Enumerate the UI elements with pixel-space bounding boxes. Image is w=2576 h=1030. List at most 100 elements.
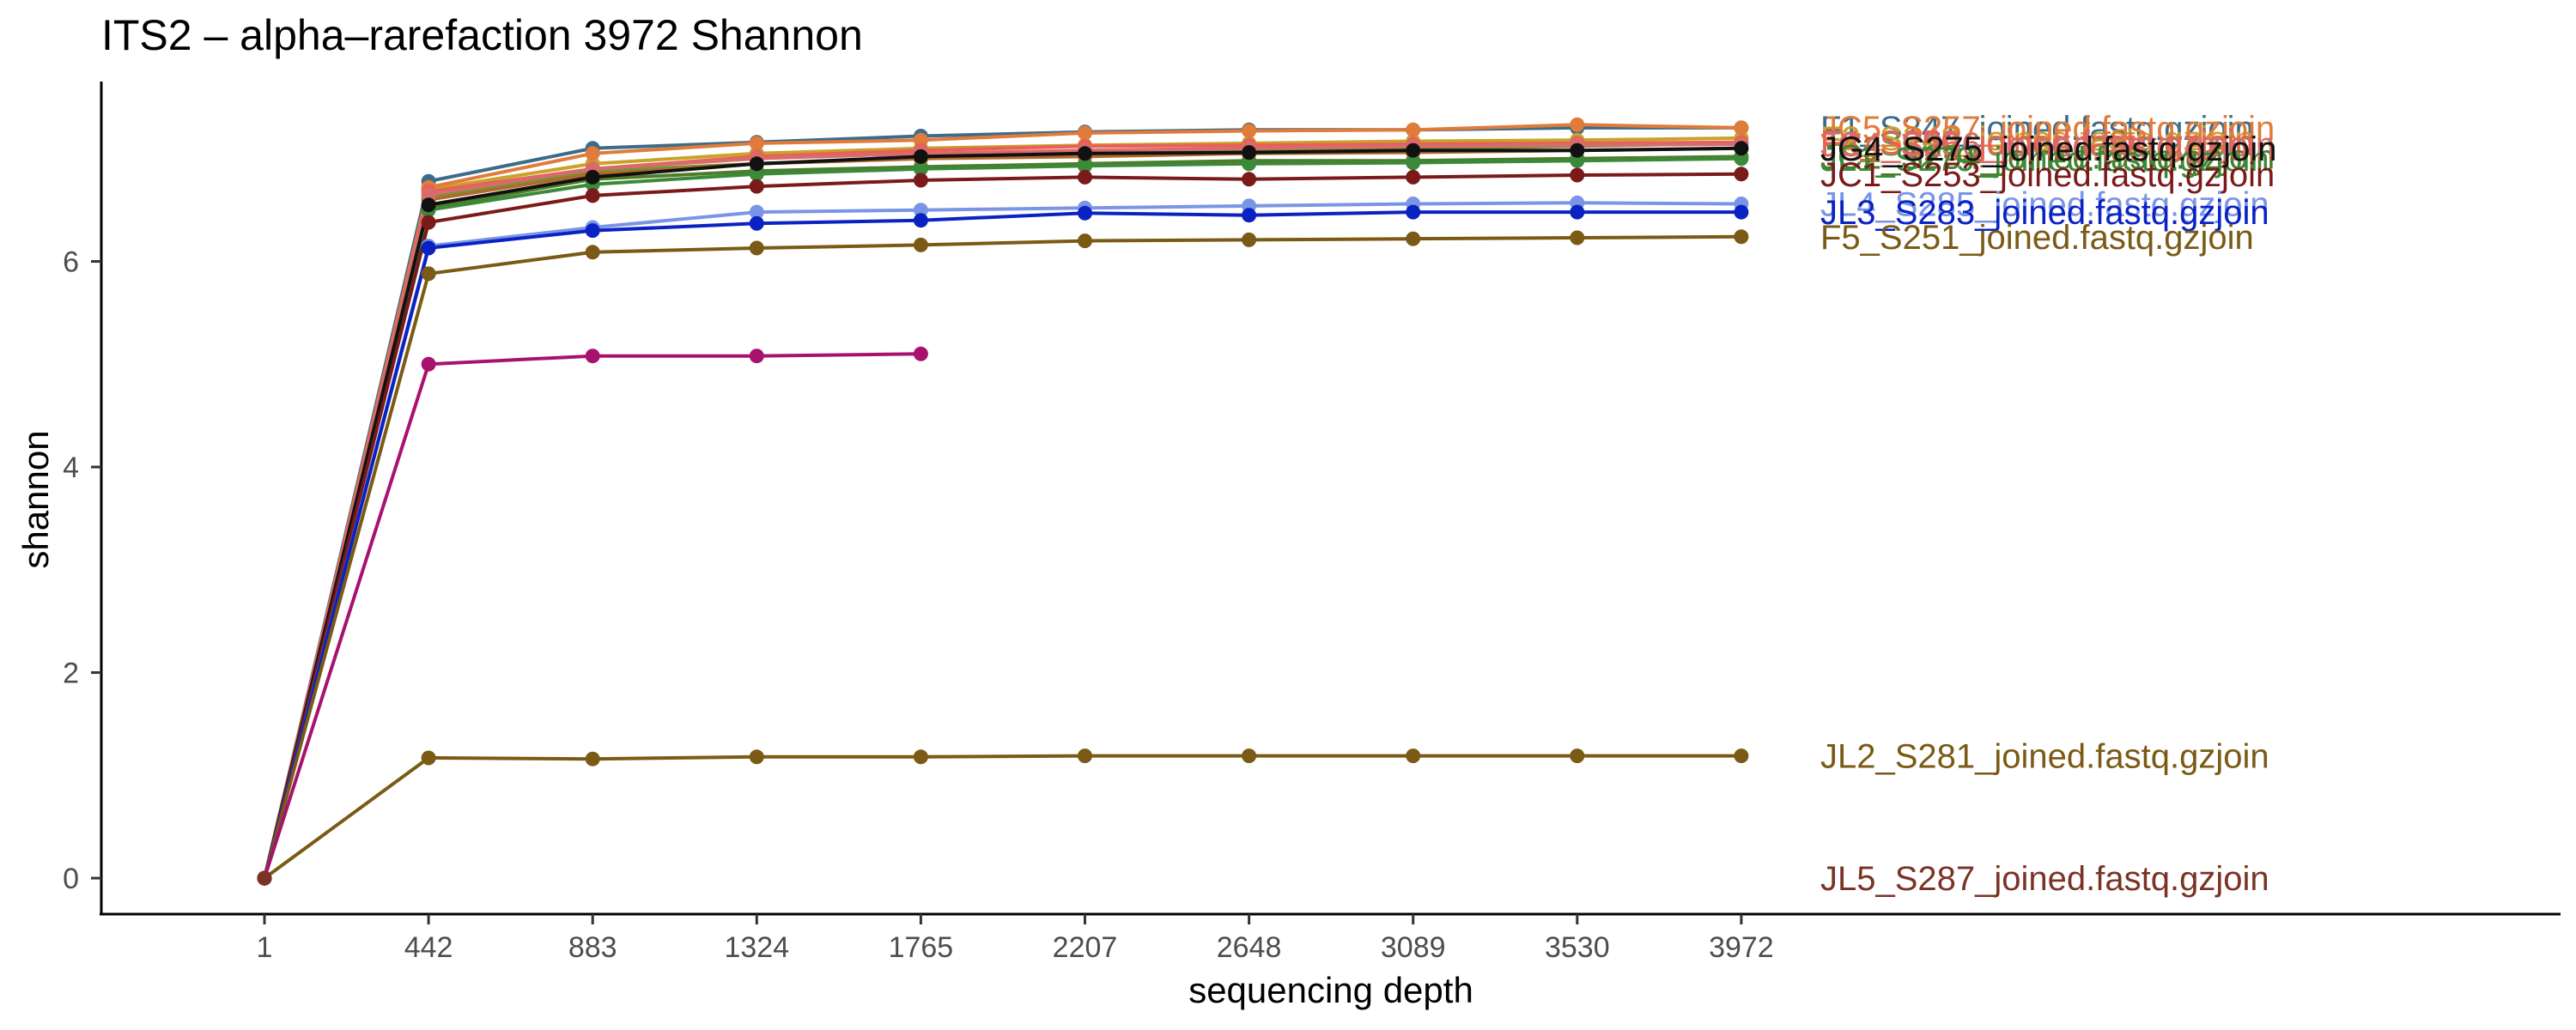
series-end-label: JC5_S257_joined.fastq.gzjoin	[1820, 110, 2275, 148]
data-point	[1406, 231, 1421, 246]
data-point	[585, 751, 600, 766]
data-point	[421, 215, 436, 230]
data-point	[913, 132, 928, 148]
data-point	[749, 240, 764, 256]
x-axis-title: sequencing depth	[1188, 970, 1473, 1010]
data-point	[1734, 204, 1749, 220]
data-point	[1734, 229, 1749, 245]
series-line	[263, 140, 1741, 879]
data-point	[1570, 230, 1585, 245]
data-point	[1734, 151, 1749, 167]
data-point	[749, 136, 764, 151]
data-point	[585, 146, 600, 161]
data-point	[913, 173, 928, 188]
data-point	[421, 240, 436, 256]
data-point	[1570, 142, 1585, 158]
series-end-label: JG4_S275_joined.fastq.gzjoin	[1820, 130, 2276, 168]
x-tick-label: 1765	[889, 931, 954, 964]
series-end-label: JC3_S255_joined.fastq.gzjoin	[1820, 130, 2275, 168]
data-point	[1406, 748, 1421, 764]
data-point	[1406, 122, 1421, 137]
series-end-label: F2_S248_joined.fastq.gzjoin	[1820, 120, 2254, 158]
data-point	[749, 156, 764, 172]
series-line	[263, 234, 1741, 879]
data-point	[1242, 208, 1257, 223]
data-point	[421, 197, 436, 213]
data-point	[585, 223, 600, 239]
data-point	[257, 870, 272, 886]
data-point	[749, 215, 764, 231]
series-line	[263, 172, 1741, 879]
x-tick-label: 1	[257, 931, 273, 964]
x-tick-label: 3089	[1381, 931, 1446, 964]
series-line	[263, 352, 921, 879]
series-line	[263, 123, 1741, 879]
series-end-label: JL4_S285_joined.fastq.gzjoin	[1820, 186, 2269, 224]
data-point	[1078, 125, 1092, 141]
series-line	[263, 146, 1741, 879]
data-point	[749, 167, 764, 182]
data-point	[913, 749, 928, 765]
data-point	[585, 348, 600, 364]
y-tick-label: 0	[63, 863, 79, 895]
data-point	[1570, 167, 1585, 183]
data-point	[913, 346, 928, 361]
data-point	[585, 245, 600, 260]
series-end-label: F5_S251_joined.fastq.gzjoin	[1820, 219, 2254, 257]
data-point	[1406, 169, 1421, 185]
data-point	[1242, 156, 1257, 172]
data-point	[421, 356, 436, 372]
series-line	[263, 210, 1741, 879]
data-point	[1242, 145, 1257, 161]
series-end-label: JL5_S287_joined.fastq.gzjoin	[1820, 860, 2269, 898]
data-point	[749, 179, 764, 194]
data-point	[1242, 124, 1257, 138]
series-line	[263, 136, 1741, 879]
series-points	[257, 117, 1749, 886]
data-point	[913, 161, 928, 177]
x-tick-label: 883	[568, 931, 617, 964]
y-axis-title: shannon	[15, 430, 56, 568]
series-end-label: JL1_S279_joined.fastq.gzjoin	[1820, 141, 2269, 179]
y-tick-label: 2	[63, 657, 79, 690]
x-ticks: 1 442 883 1324 1765 2207 2648 3089 3530 3972	[257, 914, 1774, 964]
data-point	[1242, 748, 1257, 764]
data-point	[749, 749, 764, 765]
series-end-label: F1_S247_joined.fastq.gzjoin	[1820, 110, 2254, 148]
x-tick-label: 442	[404, 931, 453, 964]
data-point	[1570, 117, 1585, 132]
series-line	[263, 201, 1741, 879]
series-line	[263, 146, 1741, 879]
data-point	[1078, 233, 1092, 249]
x-tick-label: 3530	[1545, 931, 1610, 964]
series-end-label: F3_S249_joined.fastq.gzjoin	[1820, 125, 2254, 163]
data-point	[749, 204, 764, 220]
y-tick-label: 6	[63, 246, 79, 279]
series-line	[263, 142, 1741, 879]
data-point	[1078, 169, 1092, 185]
data-point	[1734, 167, 1749, 182]
data-point	[421, 266, 436, 282]
series-end-label: JL2_S281_joined.fastq.gzjoin	[1820, 738, 2269, 776]
series-end-label: JC1_S253_joined.fastq.gzjoin	[1820, 156, 2275, 194]
data-point	[1734, 748, 1749, 764]
data-point	[1242, 172, 1257, 187]
series-end-label: F4_S250_joined.fastq.gzjoin	[1820, 124, 2254, 162]
series-line	[263, 154, 1741, 879]
series-lines	[263, 123, 1741, 880]
data-point	[1570, 204, 1585, 220]
data-point	[913, 203, 928, 218]
x-tick-label: 1324	[724, 931, 789, 964]
data-point	[913, 237, 928, 252]
data-point	[749, 348, 764, 364]
series-line	[263, 141, 1741, 879]
data-point	[585, 169, 600, 185]
x-tick-label: 2648	[1217, 931, 1282, 964]
data-point	[1406, 142, 1421, 158]
data-point	[1734, 141, 1749, 156]
data-point	[1078, 146, 1092, 161]
y-ticks: 0 2 4 6	[63, 246, 101, 895]
data-point	[1078, 205, 1092, 221]
x-tick-label: 3972	[1709, 931, 1774, 964]
series-line	[263, 754, 1741, 880]
